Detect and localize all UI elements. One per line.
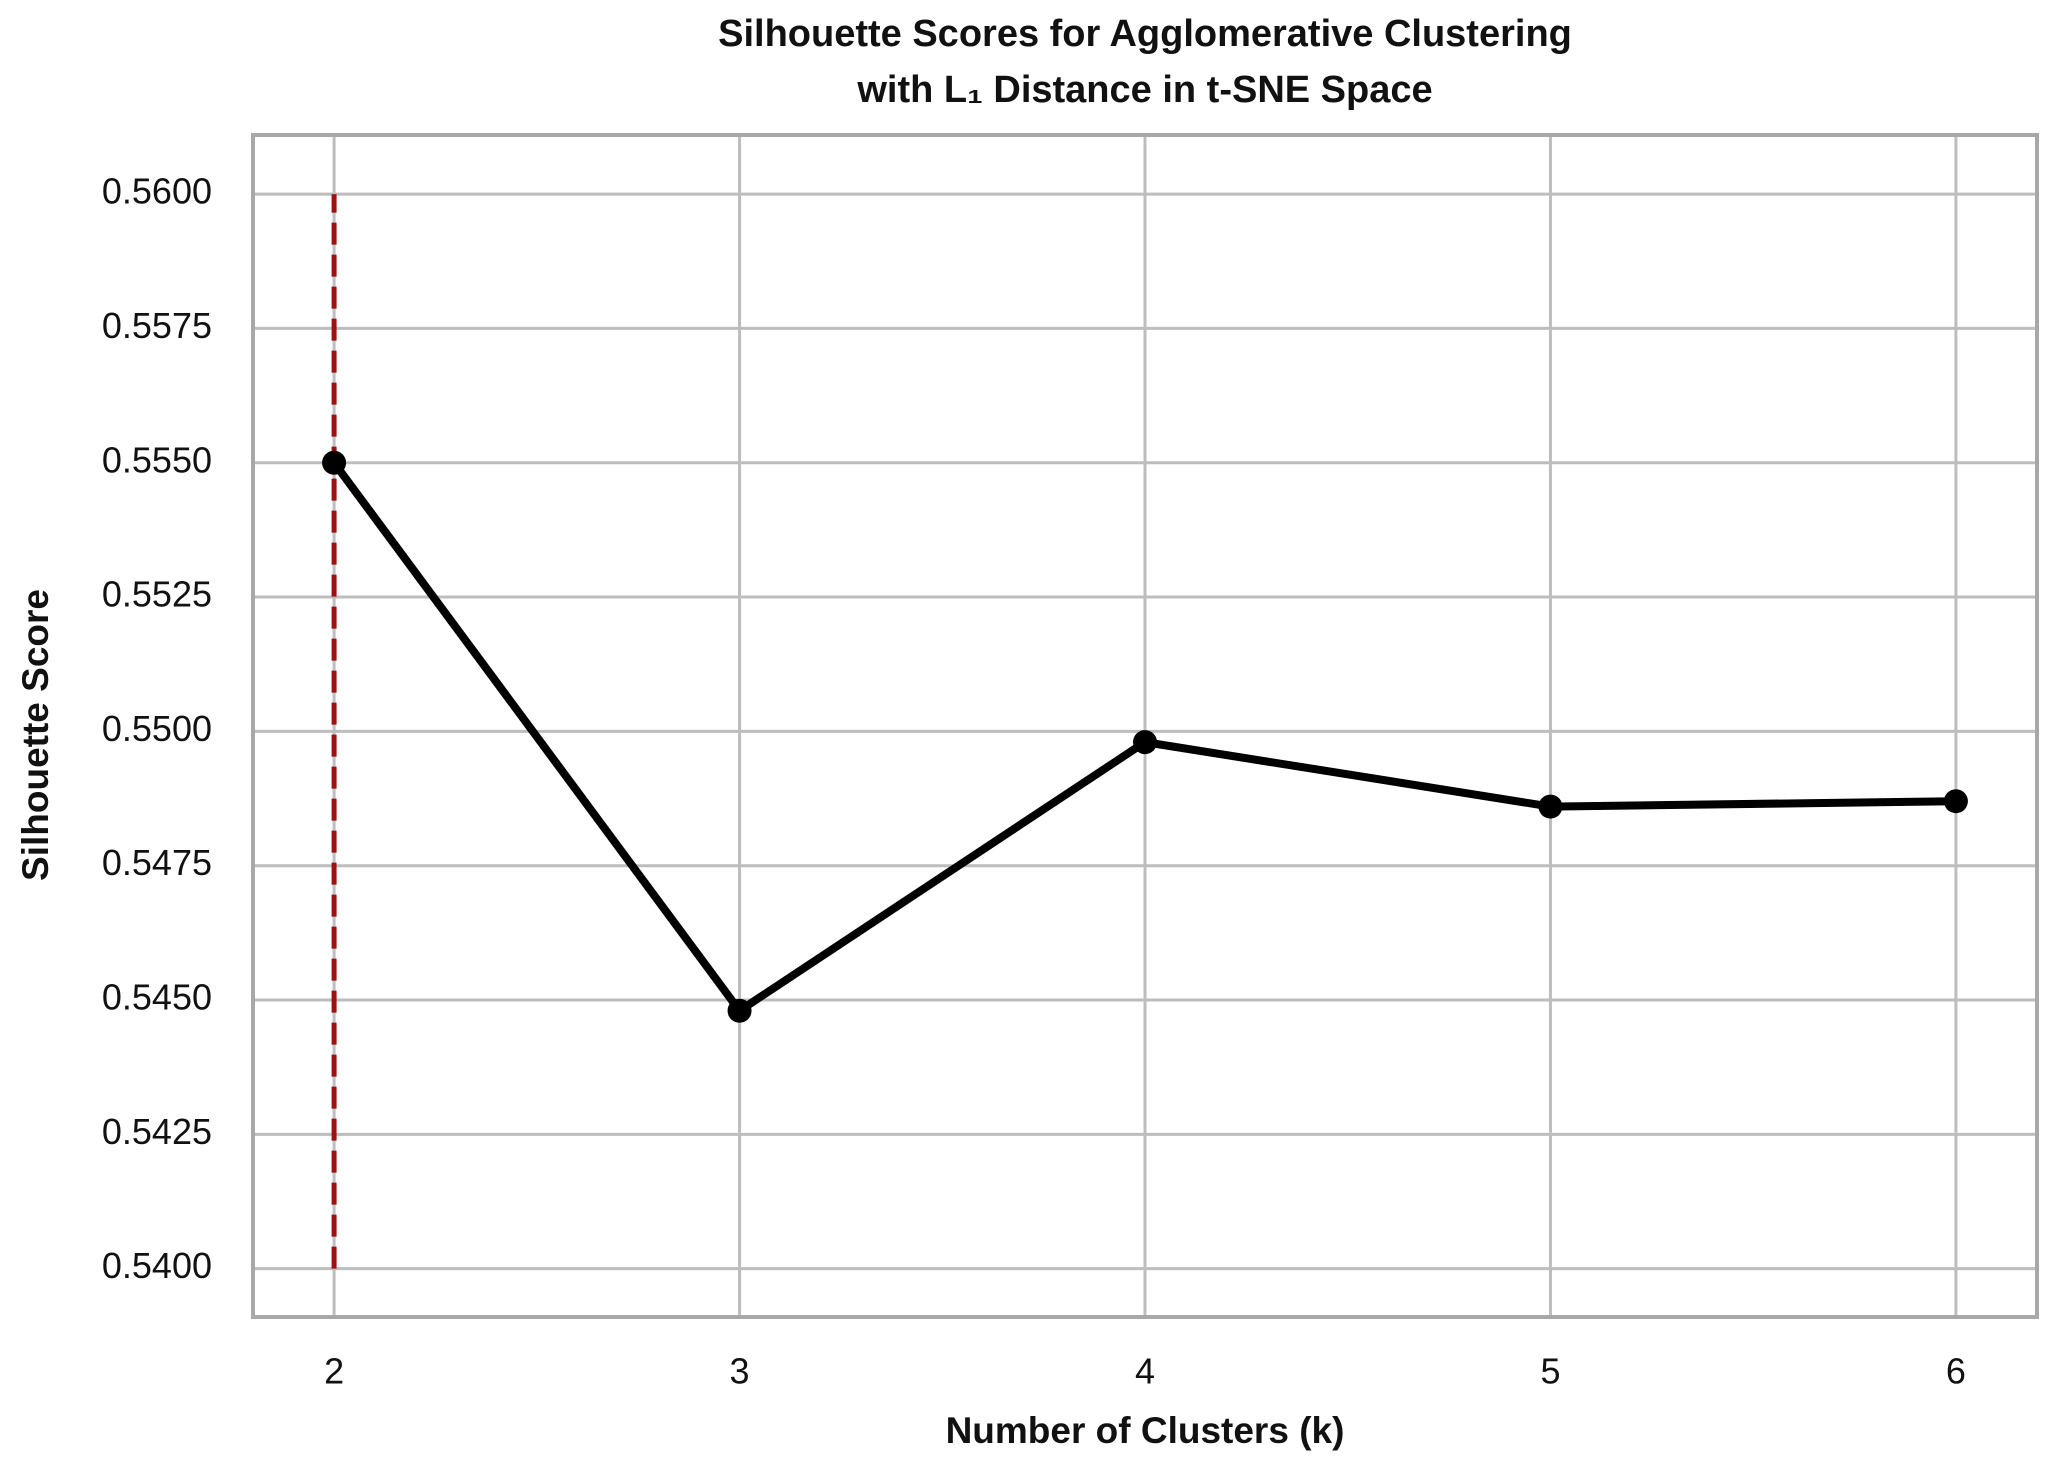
y-tick-label: 0.5500 — [102, 708, 212, 749]
x-tick-label: 3 — [730, 1351, 750, 1392]
y-tick-label: 0.5525 — [102, 574, 212, 615]
y-axis-label: Silhouette Score — [15, 589, 56, 881]
chart-title: with L₁ Distance in t-SNE Space — [856, 69, 1432, 111]
chart-title: Silhouette Scores for Agglomerative Clus… — [718, 13, 1572, 55]
y-tick-label: 0.5600 — [102, 171, 212, 212]
x-axis-label: Number of Clusters (k) — [946, 1410, 1345, 1451]
y-tick-label: 0.5450 — [102, 977, 212, 1018]
data-point — [1538, 794, 1563, 819]
data-point — [1943, 789, 1968, 814]
y-tick-label: 0.5425 — [102, 1111, 212, 1152]
data-point — [727, 998, 752, 1023]
data-point — [1133, 730, 1157, 755]
y-tick-label: 0.5575 — [102, 305, 212, 346]
x-tick-label: 6 — [1946, 1351, 1966, 1392]
x-tick-label: 4 — [1135, 1351, 1155, 1392]
y-tick-label: 0.5400 — [102, 1245, 212, 1286]
plot-frame — [251, 133, 2039, 1319]
y-tick-label: 0.5475 — [102, 842, 212, 883]
x-tick-label: 5 — [1540, 1351, 1560, 1392]
y-tick-label: 0.5550 — [102, 439, 212, 480]
x-tick-label: 2 — [324, 1351, 344, 1392]
data-point — [322, 450, 347, 475]
